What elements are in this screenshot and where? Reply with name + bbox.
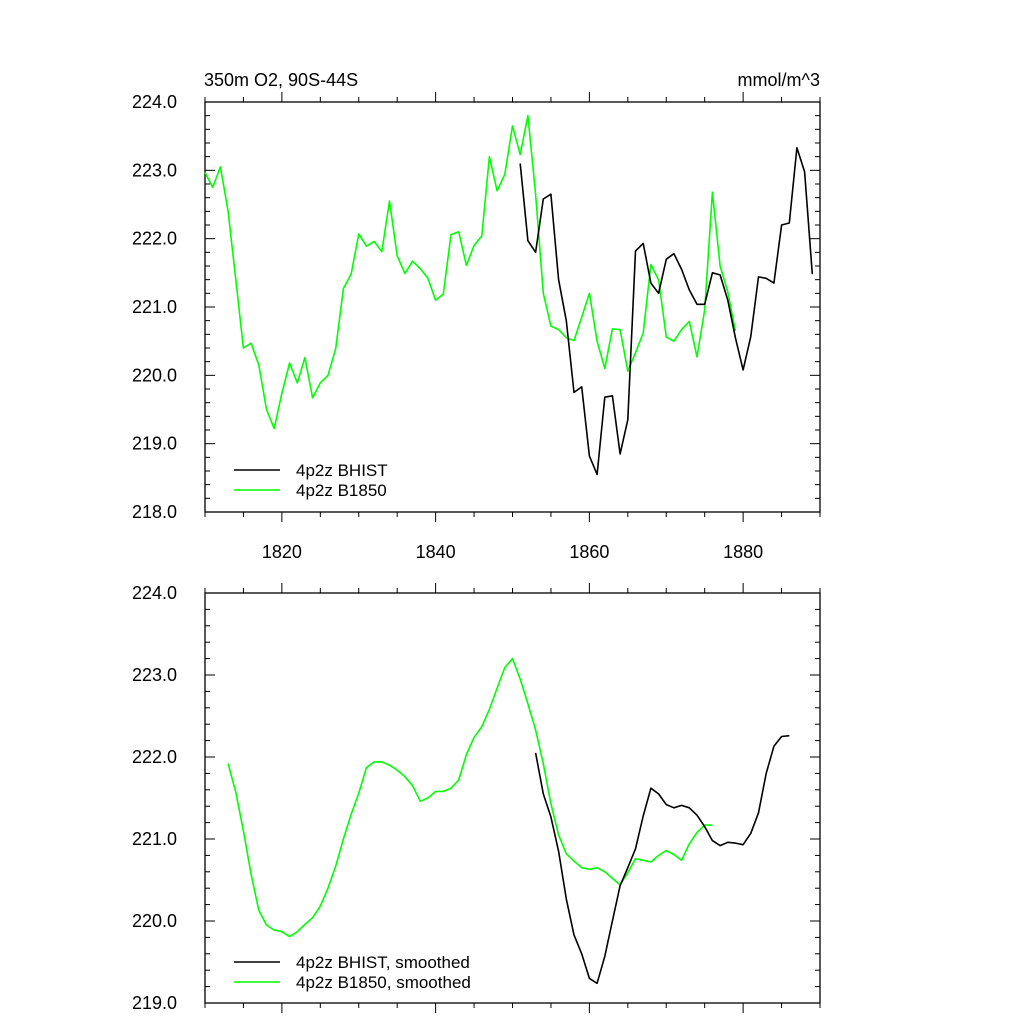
top-panel: 350m O2, 90S-44S mmol/m^3 218.0 219.0 220.…: [132, 70, 821, 562]
y-tick-label: 223.0: [132, 160, 177, 180]
legend-label-b1850-smoothed: 4p2z B1850, smoothed: [296, 973, 471, 992]
top-series-lines: [204, 114, 814, 476]
y-tick-label: 220.0: [132, 365, 177, 385]
y-tick-label: 219.0: [132, 993, 177, 1013]
x-tick-label: 1820: [262, 542, 302, 562]
x-tick-label: 1880: [723, 542, 763, 562]
y-tick-label: 224.0: [132, 92, 177, 112]
bottom-series-lines: [227, 657, 790, 985]
legend-label-b1850: 4p2z B1850: [296, 481, 387, 500]
y-tick-label: 218.0: [132, 502, 177, 522]
y-tick-label: 219.0: [132, 434, 177, 454]
x-tick-label: 1860: [569, 542, 609, 562]
legend-label-bhist: 4p2z BHIST: [296, 461, 388, 480]
y-tick-label: 220.0: [132, 911, 177, 931]
bottom-legend: 4p2z BHIST, smoothed 4p2z B1850, smoothe…: [234, 953, 471, 992]
y-tick-label: 222.0: [132, 229, 177, 249]
top-axis-ticks: 218.0 219.0 220.0 221.0 222.0 223.0 224.0 1820 1…: [132, 92, 821, 562]
series-line-4p2z-bhist: [519, 147, 814, 476]
y-tick-label: 221.0: [132, 297, 177, 317]
units-label: mmol/m^3: [738, 70, 820, 90]
bottom-panel: 219.0 220.0 221.0 222.0 223.0 224.0 4p2z BHIS…: [132, 583, 821, 1013]
series-line-4p2z-b1850-smoothed: [227, 657, 713, 938]
series-line-4p2z-b1850: [204, 114, 737, 430]
bottom-plot-frame: [204, 592, 821, 1004]
series-line-4p2z-bhist-smoothed: [534, 734, 790, 985]
chart-title: 350m O2, 90S-44S: [204, 70, 358, 90]
top-legend: 4p2z BHIST 4p2z B1850: [234, 461, 388, 500]
x-tick-label: 1840: [416, 542, 456, 562]
bottom-axis-ticks: 219.0 220.0 221.0 222.0 223.0 224.0: [132, 583, 821, 1013]
y-tick-label: 223.0: [132, 665, 177, 685]
top-plot-frame: [204, 101, 821, 513]
y-tick-label: 221.0: [132, 829, 177, 849]
y-tick-label: 222.0: [132, 747, 177, 767]
legend-label-bhist-smoothed: 4p2z BHIST, smoothed: [296, 953, 470, 972]
y-tick-label: 224.0: [132, 583, 177, 603]
